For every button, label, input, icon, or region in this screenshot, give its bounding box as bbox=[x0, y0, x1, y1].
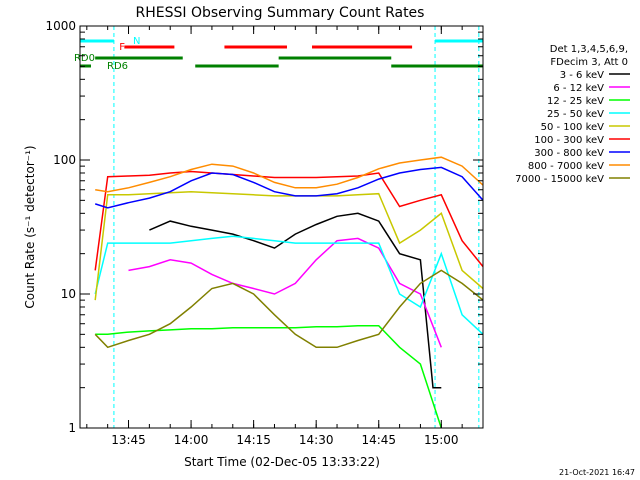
chart-title: RHESSI Observing Summary Count Rates bbox=[136, 5, 425, 21]
x-tick-label: 15:00 bbox=[424, 433, 459, 447]
flag-label-rd0: RD0 bbox=[74, 53, 95, 64]
legend-label: 6 - 12 keV bbox=[553, 83, 604, 94]
flag-label-f: F bbox=[119, 42, 125, 53]
x-axis-label: Start Time (02-Dec-05 13:33:22) bbox=[184, 455, 380, 469]
x-tick-label: 14:00 bbox=[174, 433, 209, 447]
legend-label: 800 - 7000 keV bbox=[528, 161, 604, 172]
series-line-3-6-keV bbox=[149, 212, 442, 389]
legend-label: 300 - 800 keV bbox=[534, 148, 604, 159]
y-tick-label: 10 bbox=[61, 287, 76, 301]
legend-label: 25 - 50 keV bbox=[547, 109, 604, 120]
x-tick-label: 13:45 bbox=[111, 433, 146, 447]
series-line-6-12-keV bbox=[128, 237, 442, 348]
legend-label: 3 - 6 keV bbox=[560, 70, 604, 81]
flag-label-n: N bbox=[133, 36, 140, 47]
series-line-100-300-keV bbox=[94, 170, 483, 271]
y-tick-label: 100 bbox=[53, 153, 76, 167]
y-tick-label: 1 bbox=[68, 421, 76, 435]
x-tick-label: 14:30 bbox=[299, 433, 334, 447]
legend-label: 12 - 25 keV bbox=[547, 96, 604, 107]
series-line-25-50-keV bbox=[94, 235, 483, 335]
legend-header: FDecim 3, Att 0 bbox=[550, 57, 628, 68]
legend-label: 100 - 300 keV bbox=[534, 135, 604, 146]
x-tick-label: 14:45 bbox=[361, 433, 396, 447]
x-tick-label: 14:15 bbox=[236, 433, 271, 447]
series-line-12-25-keV bbox=[95, 324, 443, 428]
legend-label: 7000 - 15000 keV bbox=[515, 174, 604, 185]
series-line-7000-15000-keV bbox=[94, 269, 483, 349]
footer-date: 21-Oct-2021 16:47 bbox=[559, 468, 635, 477]
y-tick-label: 1000 bbox=[45, 19, 76, 33]
flag-label-rd6: RD6 bbox=[107, 61, 128, 72]
plot-frame bbox=[79, 25, 484, 429]
series-line-800-7000-keV bbox=[95, 156, 483, 193]
legend-header: Det 1,3,4,5,6,9, bbox=[550, 44, 628, 55]
series-line-50-100-keV bbox=[94, 190, 483, 301]
series-line-300-800-keV bbox=[94, 166, 483, 209]
legend-label: 50 - 100 keV bbox=[541, 122, 605, 133]
y-axis-label: Count Rate (s⁻¹ detector⁻¹) bbox=[23, 145, 37, 308]
